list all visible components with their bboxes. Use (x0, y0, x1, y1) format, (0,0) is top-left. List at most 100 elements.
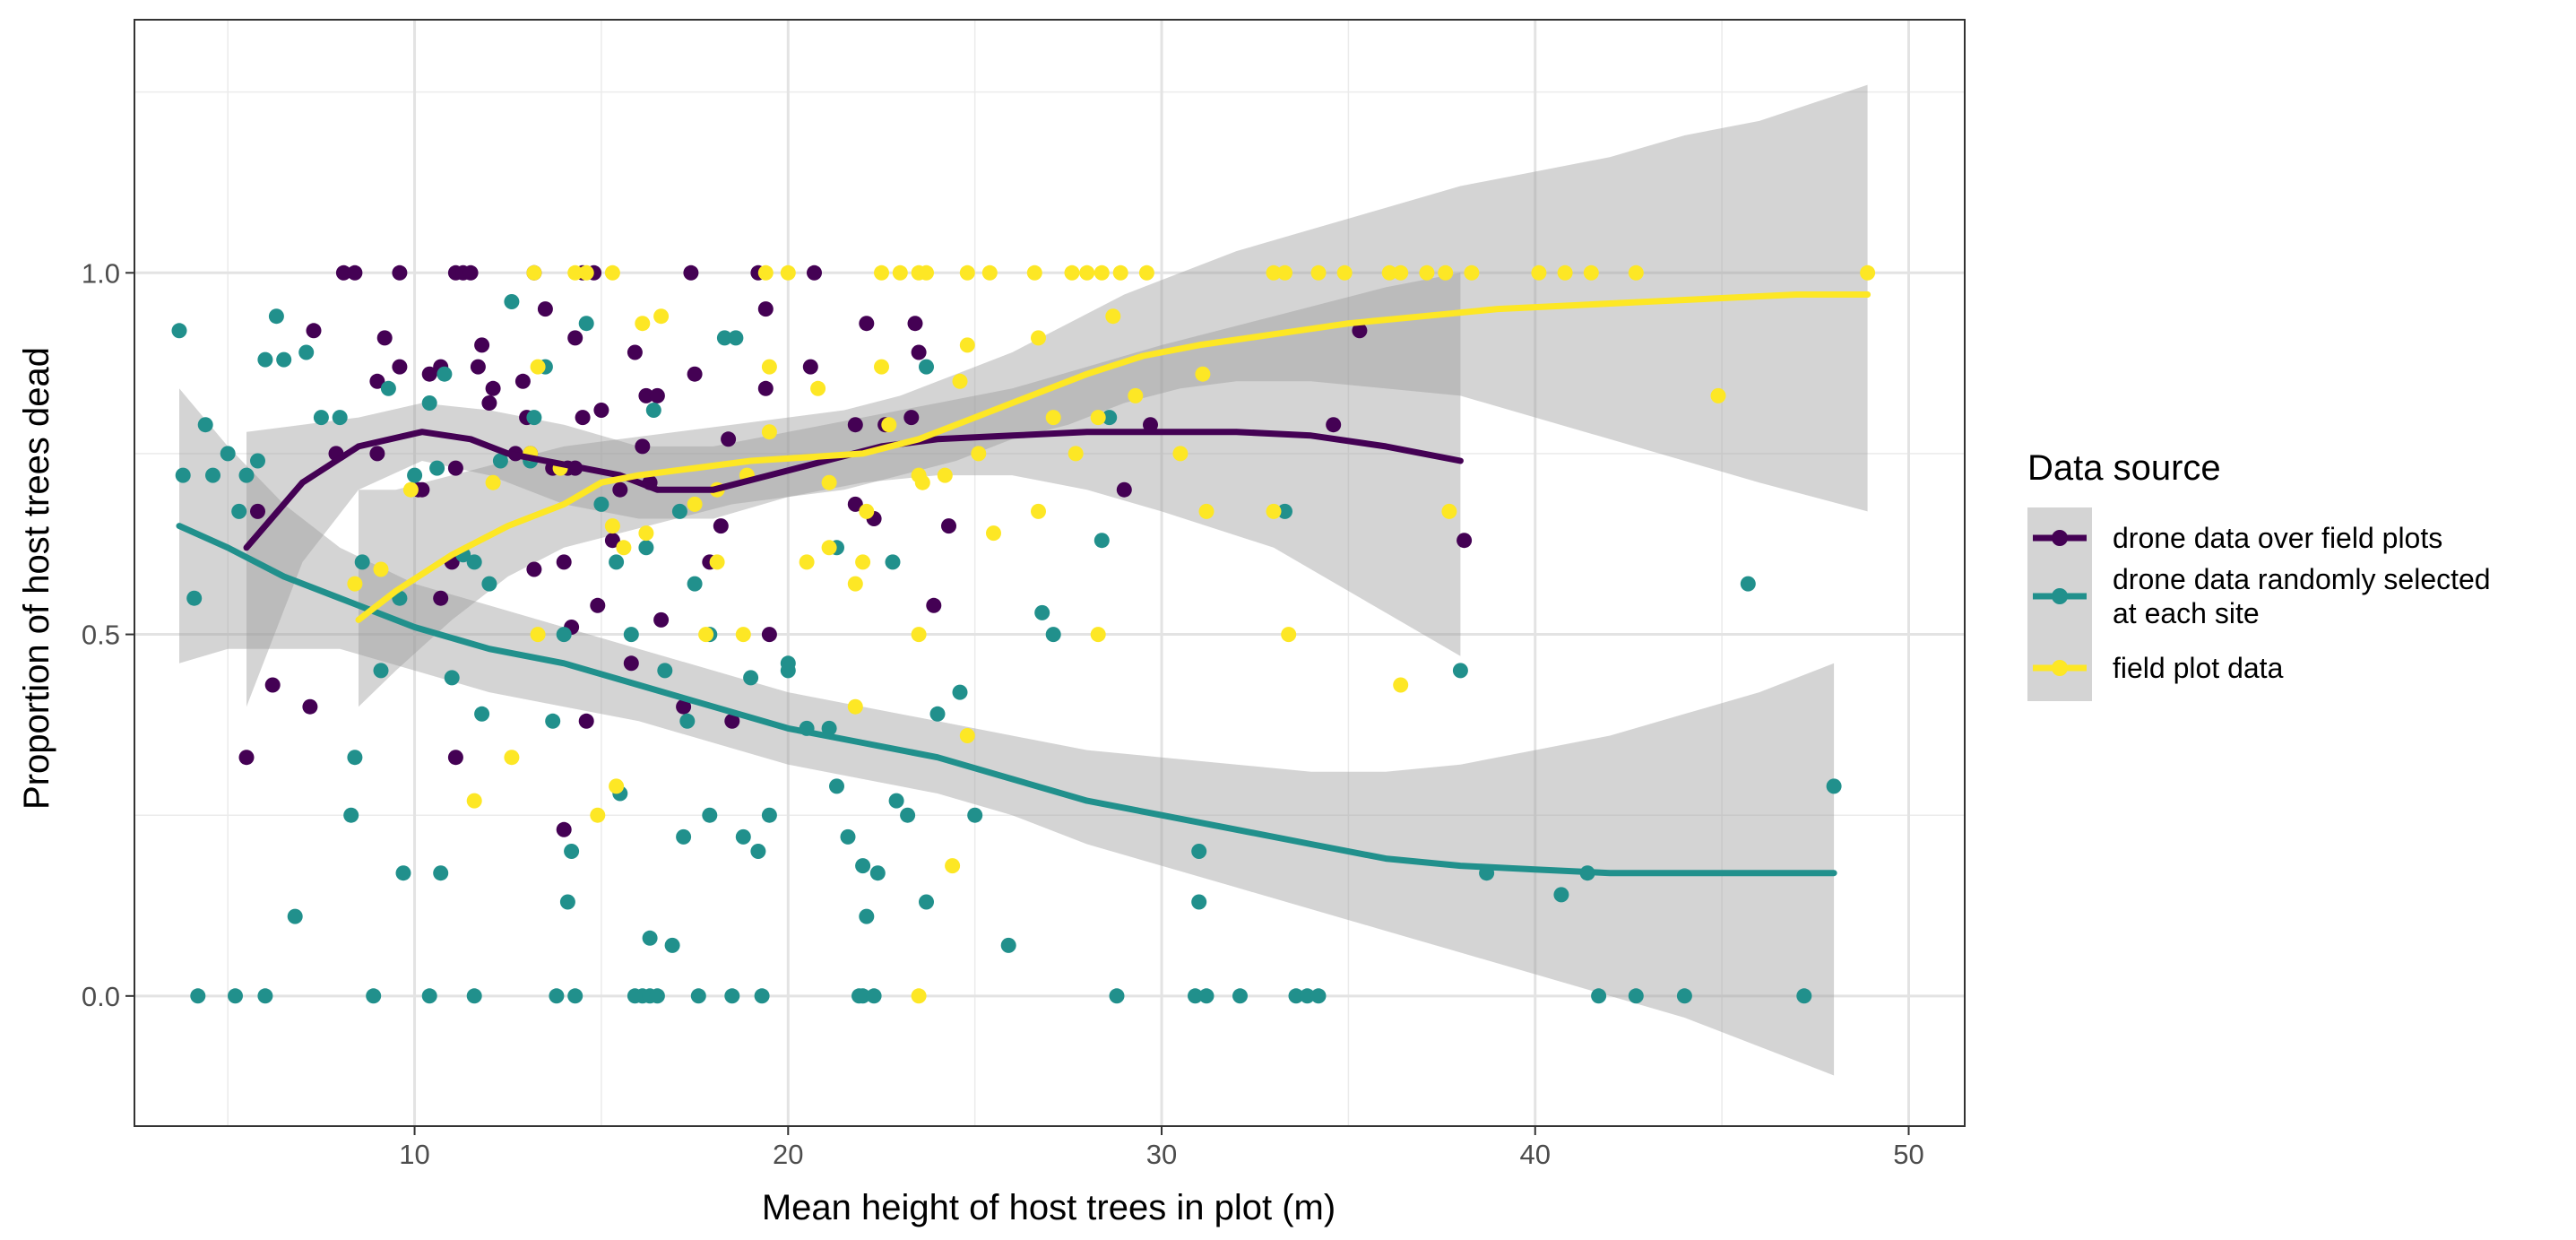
data-point-series-3 (1105, 308, 1121, 325)
data-point-series-2 (298, 344, 315, 360)
data-point-series-2 (549, 988, 565, 1004)
legend-label: drone data over field plots (2113, 522, 2442, 554)
confidence-band-series-3 (359, 84, 1868, 707)
data-point-series-1 (1352, 323, 1368, 339)
data-point-series-3 (1628, 264, 1644, 281)
data-point-series-1 (847, 496, 863, 512)
data-point-series-1 (376, 330, 393, 346)
data-point-series-3 (757, 264, 774, 281)
data-point-series-2 (474, 706, 490, 722)
data-point-series-3 (859, 503, 875, 519)
data-point-series-2 (433, 865, 449, 881)
data-point-series-1 (635, 438, 651, 455)
data-point-series-3 (1583, 264, 1599, 281)
data-point-series-1 (578, 713, 594, 729)
data-point-series-1 (526, 561, 542, 577)
data-point-series-3 (1266, 503, 1282, 519)
data-point-series-1 (623, 655, 639, 672)
data-point-series-3 (638, 525, 654, 542)
data-point-series-3 (616, 540, 632, 556)
data-point-series-3 (530, 627, 546, 643)
data-point-series-1 (392, 264, 408, 281)
x-tick-label: 50 (1893, 1139, 1923, 1170)
data-point-series-2 (866, 988, 882, 1004)
data-point-series-3 (1393, 677, 1409, 693)
data-point-series-2 (1102, 410, 1118, 426)
data-point-series-3 (761, 359, 777, 375)
data-point-series-3 (1094, 264, 1110, 281)
data-point-series-1 (638, 387, 654, 403)
data-point-series-2 (564, 844, 580, 859)
panel-frame (134, 19, 1966, 1127)
data-point-series-1 (392, 359, 408, 375)
data-point-series-1 (757, 380, 774, 396)
data-point-series-1 (761, 627, 777, 643)
data-point-series-3 (919, 264, 934, 281)
data-point-series-3 (981, 264, 998, 281)
data-point-series-2 (821, 720, 837, 736)
data-point-series-3 (761, 424, 777, 440)
data-point-series-2 (578, 316, 594, 332)
data-point-series-2 (888, 793, 904, 809)
data-point-series-1 (713, 518, 729, 534)
data-point-series-3 (1198, 503, 1215, 519)
data-point-series-3 (402, 481, 419, 498)
data-point-series-3 (604, 264, 620, 281)
data-point-series-2 (504, 294, 520, 309)
data-point-series-3 (855, 554, 871, 570)
data-point-series-1 (676, 698, 692, 715)
data-point-series-2 (1232, 988, 1248, 1004)
data-point-series-3 (1031, 503, 1046, 519)
data-point-series-3 (1438, 264, 1454, 281)
data-point-series-3 (1172, 446, 1189, 462)
data-point-series-3 (504, 750, 520, 766)
data-point-series-3 (959, 337, 975, 353)
data-point-series-3 (1419, 264, 1435, 281)
data-point-series-3 (1064, 264, 1080, 281)
data-point-series-2 (1109, 988, 1125, 1004)
trend-line-series-2 (176, 523, 1837, 877)
data-point-series-2 (1191, 894, 1207, 910)
data-point-series-3 (986, 525, 1001, 542)
data-point-series-2 (559, 894, 575, 910)
data-point-series-2 (347, 750, 363, 766)
y-tick-label: 0.5 (82, 620, 120, 651)
data-point-series-2 (743, 670, 759, 686)
data-point-series-3 (709, 554, 725, 570)
data-point-series-3 (1031, 330, 1046, 346)
data-point-series-2 (466, 554, 482, 570)
data-point-series-3 (1277, 264, 1292, 281)
data-point-series-3 (698, 627, 714, 643)
data-point-series-2 (919, 894, 934, 910)
data-point-series-1 (302, 698, 318, 715)
data-point-series-2 (186, 590, 203, 606)
data-point-series-2 (437, 366, 453, 382)
x-axis-title: Mean height of host trees in plot (m) (762, 1188, 1336, 1227)
trend-lines (176, 291, 1871, 877)
data-point-series-3 (1026, 264, 1042, 281)
data-point-series-1 (627, 344, 643, 360)
data-point-series-2 (171, 323, 187, 339)
data-point-series-3 (914, 474, 930, 490)
data-point-series-1 (847, 417, 863, 433)
data-point-series-2 (676, 828, 692, 845)
data-point-series-2 (1310, 988, 1327, 1004)
data-point-series-2 (197, 417, 213, 433)
data-point-series-1 (683, 264, 699, 281)
data-point-series-3 (578, 264, 594, 281)
data-point-series-1 (807, 264, 822, 281)
data-point-series-1 (421, 366, 437, 382)
data-point-series-3 (1557, 264, 1573, 281)
data-point-series-2 (556, 627, 572, 643)
data-point-series-3 (1079, 264, 1095, 281)
data-point-series-3 (881, 417, 897, 433)
data-point-series-2 (900, 807, 916, 823)
data-point-series-3 (1310, 264, 1327, 281)
data-point-series-2 (380, 380, 396, 396)
data-point-series-3 (1090, 410, 1106, 426)
data-point-series-3 (1381, 264, 1397, 281)
data-point-series-2 (1000, 937, 1016, 953)
plot-panel (134, 20, 1965, 1126)
data-point-series-1 (264, 677, 281, 693)
data-point-series-2 (1191, 844, 1207, 859)
